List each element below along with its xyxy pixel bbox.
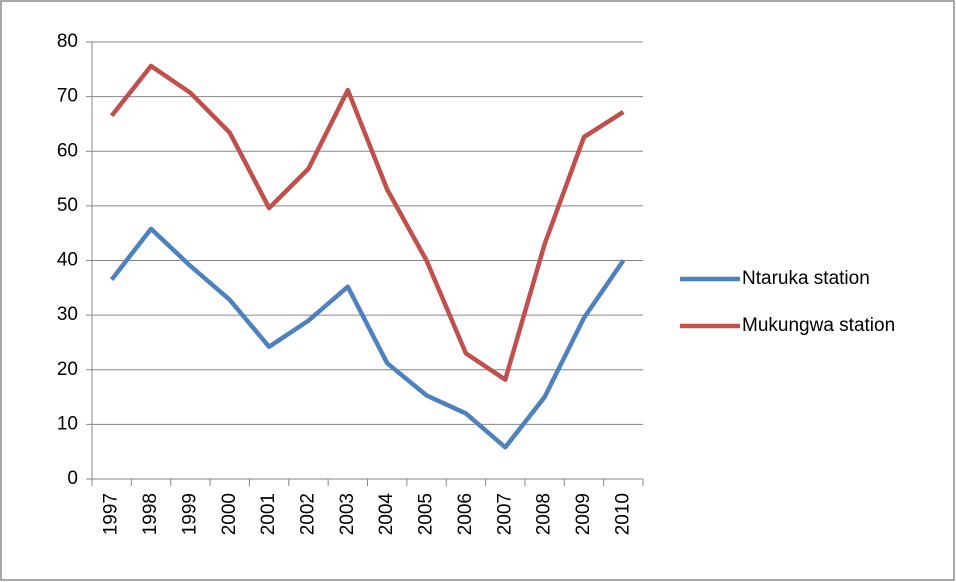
legend-label: Ntaruka station <box>742 268 870 289</box>
y-tick-label: 50 <box>57 195 78 216</box>
x-tick-label: 2008 <box>534 493 555 535</box>
x-tick-label: 2006 <box>455 493 476 535</box>
y-tick-label: 70 <box>57 86 78 107</box>
x-tick-label: 2001 <box>258 493 279 535</box>
x-tick-label: 2003 <box>337 493 358 535</box>
x-tick-label: 2000 <box>219 493 240 535</box>
y-tick-label: 10 <box>57 413 78 434</box>
legend-label: Mukungwa station <box>742 315 895 336</box>
series-line <box>109 226 626 450</box>
y-tick-label: 30 <box>57 304 78 325</box>
y-tick-label: 20 <box>57 359 78 380</box>
x-tick-label: 2007 <box>494 493 515 535</box>
x-tick-label: 2004 <box>376 493 397 536</box>
y-tick-label: 0 <box>67 468 78 489</box>
y-tick-label: 80 <box>57 31 78 52</box>
series-line <box>109 63 625 382</box>
y-tick-label: 60 <box>57 140 78 161</box>
x-tick-label: 1998 <box>140 493 161 535</box>
x-tick-label: 2002 <box>297 493 318 535</box>
x-tick-label: 2010 <box>612 493 633 535</box>
x-tick-label: 1999 <box>179 493 200 535</box>
x-tick-label: 1997 <box>101 493 122 535</box>
y-tick-label: 40 <box>57 250 78 271</box>
x-tick-label: 2009 <box>573 493 594 535</box>
x-tick-label: 2005 <box>416 493 437 535</box>
